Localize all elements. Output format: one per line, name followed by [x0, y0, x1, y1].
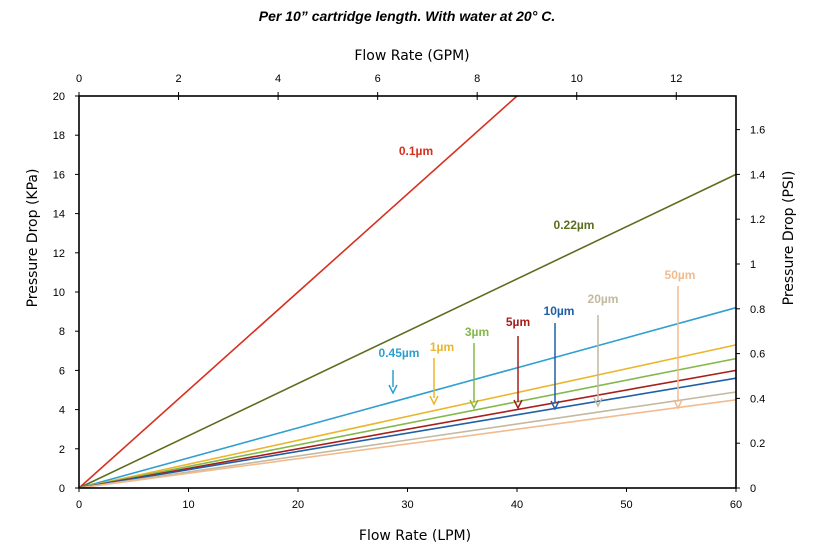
y-tick-label: 20	[53, 91, 65, 103]
y2-tick-label: 0.6	[750, 349, 765, 361]
plot-area	[78, 95, 737, 489]
series-line-2	[78, 306, 737, 489]
x-tick-label: 60	[730, 499, 742, 511]
y2-tick-label: 1.6	[750, 125, 765, 137]
y-tick-label: 0	[59, 483, 65, 495]
y2-tick-label: 1	[750, 259, 756, 271]
y-tick-label: 14	[53, 209, 65, 221]
y-tick-label: 18	[53, 130, 65, 142]
x-tick-label: 0	[76, 499, 82, 511]
x2-tick-label: 4	[275, 73, 281, 85]
series-arrow-head-7	[593, 397, 603, 408]
series-arrow-head-5	[513, 399, 523, 410]
series-label-8: 50µm	[665, 268, 696, 282]
x2-tick-label: 2	[175, 73, 181, 85]
x2-tick-label: 10	[571, 73, 583, 85]
series-label-0: 0.1µm	[399, 144, 433, 158]
x-tick-label: 50	[620, 499, 632, 511]
series-arrow-head-6	[550, 400, 560, 411]
y2-tick-label: 1.2	[750, 214, 765, 226]
series-arrow-head-4	[469, 399, 479, 410]
y2-tick-label: 1.4	[750, 169, 765, 181]
x2-tick-label: 6	[375, 73, 381, 85]
x-tick-label: 10	[182, 499, 194, 511]
series-label-7: 20µm	[588, 292, 619, 306]
y-axis-title: Pressure Drop (KPa)	[25, 169, 41, 308]
series-label-3: 1µm	[430, 340, 454, 354]
series-label-2: 0.45µm	[379, 346, 420, 360]
x-axis-title: Flow Rate (LPM)	[359, 528, 471, 544]
x-tick-label: 20	[292, 499, 304, 511]
x2-tick-label: 0	[76, 73, 82, 85]
x2-axis-title: Flow Rate (GPM)	[354, 48, 469, 64]
series-line-0	[78, 95, 518, 489]
y-tick-label: 12	[53, 248, 65, 260]
x-tick-label: 40	[511, 499, 523, 511]
y2-tick-label: 0.8	[750, 304, 765, 316]
series-label-6: 10µm	[544, 304, 575, 318]
series-lines	[78, 95, 737, 489]
x2-tick-label: 8	[474, 73, 480, 85]
series-line-5	[78, 369, 737, 489]
x-tick-label: 30	[401, 499, 413, 511]
series-line-7	[78, 391, 737, 489]
y2-tick-label: 0	[750, 483, 756, 495]
series-line-1	[78, 173, 737, 489]
y2-tick-label: 0.4	[750, 393, 765, 405]
series-label-4: 3µm	[465, 325, 489, 339]
series-line-3	[78, 344, 737, 489]
y-tick-label: 8	[59, 326, 65, 338]
series-label-1: 0.22µm	[554, 218, 595, 232]
y2-axis-title: Pressure Drop (PSI)	[781, 171, 797, 306]
series-labels: 0.1µm 0.22µm 0.45µm 1µm 3µm 5µm 10µm 20µm 50µm	[379, 144, 696, 411]
y-tick-label: 4	[59, 405, 65, 417]
series-arrow-head-3	[429, 395, 439, 406]
chart-title: Per 10” cartridge length. With water at …	[259, 8, 555, 24]
series-line-6	[78, 377, 737, 489]
y-tick-label: 2	[59, 444, 65, 456]
series-arrow-head-2	[388, 384, 398, 395]
y2-tick-label: 0.2	[750, 438, 765, 450]
y-tick-label: 10	[53, 287, 65, 299]
x2-tick-label: 12	[670, 73, 682, 85]
y-tick-label: 6	[59, 365, 65, 377]
series-line-4	[78, 357, 737, 489]
axis-ticks: 0 10 20 30 40 50 600 2 4 6 8 10 12024681012141618200…	[53, 73, 766, 511]
series-label-5: 5µm	[506, 315, 530, 329]
series-line-8	[78, 399, 737, 489]
y-tick-label: 16	[53, 169, 65, 181]
series-arrow-head-8	[673, 399, 683, 410]
